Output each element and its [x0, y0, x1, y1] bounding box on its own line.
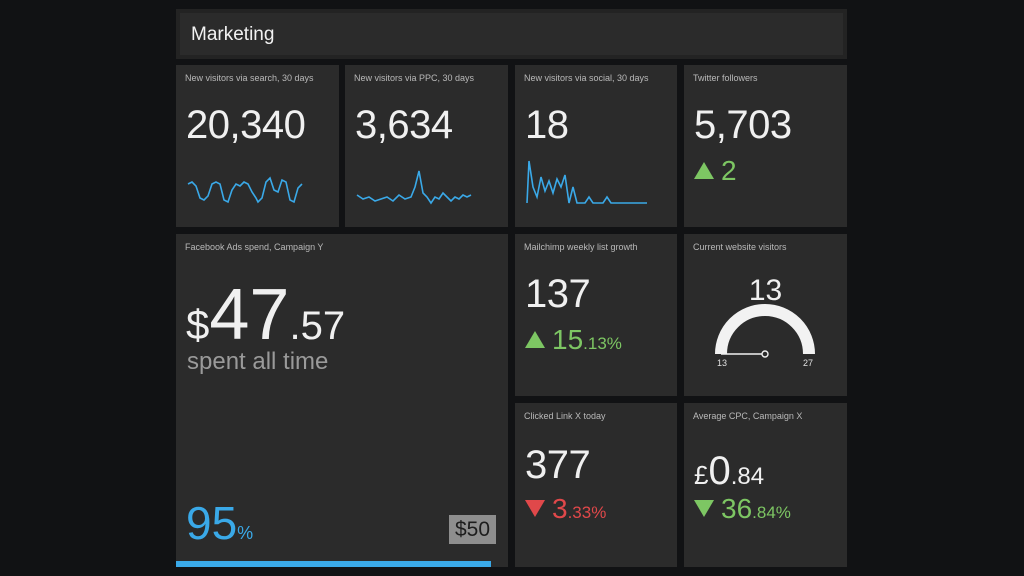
tile-label: New visitors via search, 30 days	[185, 73, 314, 83]
progress-percent: 95%	[186, 496, 253, 550]
sparkline-social	[526, 160, 647, 204]
dashboard-header: Marketing	[176, 9, 847, 59]
tile-label: Clicked Link X today	[524, 411, 606, 421]
trend-up: 15.13%	[525, 324, 622, 356]
trend-integer: 15	[552, 324, 584, 355]
cpc-amount: £0.84	[694, 449, 764, 494]
gauge-min: 13	[717, 358, 728, 368]
tile-facebook-ads[interactable]: Facebook Ads spend, Campaign Y $47.57 sp…	[176, 234, 508, 567]
arrow-down-icon	[525, 500, 545, 518]
budget-badge: $50	[449, 515, 496, 544]
trend-down: 3.33%	[525, 493, 606, 525]
tile-value: 137	[525, 272, 591, 316]
currency-symbol: $	[186, 301, 210, 348]
sparkline-ppc	[356, 170, 472, 205]
trend-up: 2	[694, 155, 737, 187]
tile-value: 18	[525, 103, 569, 147]
tile-average-cpc[interactable]: Average CPC, Campaign X £0.84 36.84%	[684, 403, 847, 567]
trend-value: 2	[721, 155, 737, 186]
tile-label: New visitors via social, 30 days	[524, 73, 649, 83]
tile-label: Average CPC, Campaign X	[693, 411, 803, 421]
amount-decimal: .84	[730, 463, 765, 490]
amount-integer: 47	[209, 275, 290, 355]
trend-down: 36.84%	[694, 493, 791, 525]
progress-fill	[176, 561, 492, 567]
spend-amount: $47.57	[186, 274, 345, 356]
gauge-max: 27	[803, 358, 814, 368]
gauge	[715, 304, 815, 358]
amount-integer: 0	[708, 449, 731, 493]
tile-social-visitors[interactable]: New visitors via social, 30 days 18 0	[515, 65, 677, 227]
tile-label: Twitter followers	[693, 73, 758, 83]
trend-integer: 36	[721, 493, 753, 524]
tile-search-visitors[interactable]: New visitors via search, 30 days 20,340 …	[176, 65, 339, 227]
trend-decimal: .33%	[567, 503, 607, 522]
tile-label: New visitors via PPC, 30 days	[354, 73, 475, 83]
tile-ppc-visitors[interactable]: New visitors via PPC, 30 days 3,634 126	[345, 65, 508, 227]
trend-integer: 3	[552, 493, 568, 524]
arrow-down-icon	[694, 500, 714, 518]
tile-label: Facebook Ads spend, Campaign Y	[185, 242, 324, 252]
amount-decimal: .57	[289, 304, 346, 348]
tile-value: 3,634	[355, 103, 453, 147]
tile-value: 377	[525, 443, 591, 487]
tile-label: Mailchimp weekly list growth	[524, 242, 638, 252]
gauge-value: 13	[748, 274, 783, 307]
percent-value: 95	[186, 497, 238, 549]
tile-value: 5,703	[694, 103, 792, 147]
trend-decimal: .13%	[583, 334, 622, 353]
spend-caption: spent all time	[187, 348, 329, 375]
tile-mailchimp-growth[interactable]: Mailchimp weekly list growth 137 15.13%	[515, 234, 677, 396]
trend-decimal: .84%	[752, 503, 791, 522]
sparkline-search	[187, 176, 303, 204]
arrow-up-icon	[694, 162, 714, 180]
tile-twitter-followers[interactable]: Twitter followers 5,703 2	[684, 65, 847, 227]
tile-label: Current website visitors	[693, 242, 787, 252]
tile-value: 20,340	[186, 103, 306, 147]
tile-clicked-link[interactable]: Clicked Link X today 377 3.33%	[515, 403, 677, 567]
dashboard-title: Marketing	[191, 24, 275, 45]
progress-track	[176, 561, 508, 567]
currency-symbol: £	[694, 460, 709, 490]
percent-sign: %	[237, 523, 254, 543]
tile-website-visitors[interactable]: Current website visitors 13 13 27	[684, 234, 847, 396]
arrow-up-icon	[525, 331, 545, 349]
